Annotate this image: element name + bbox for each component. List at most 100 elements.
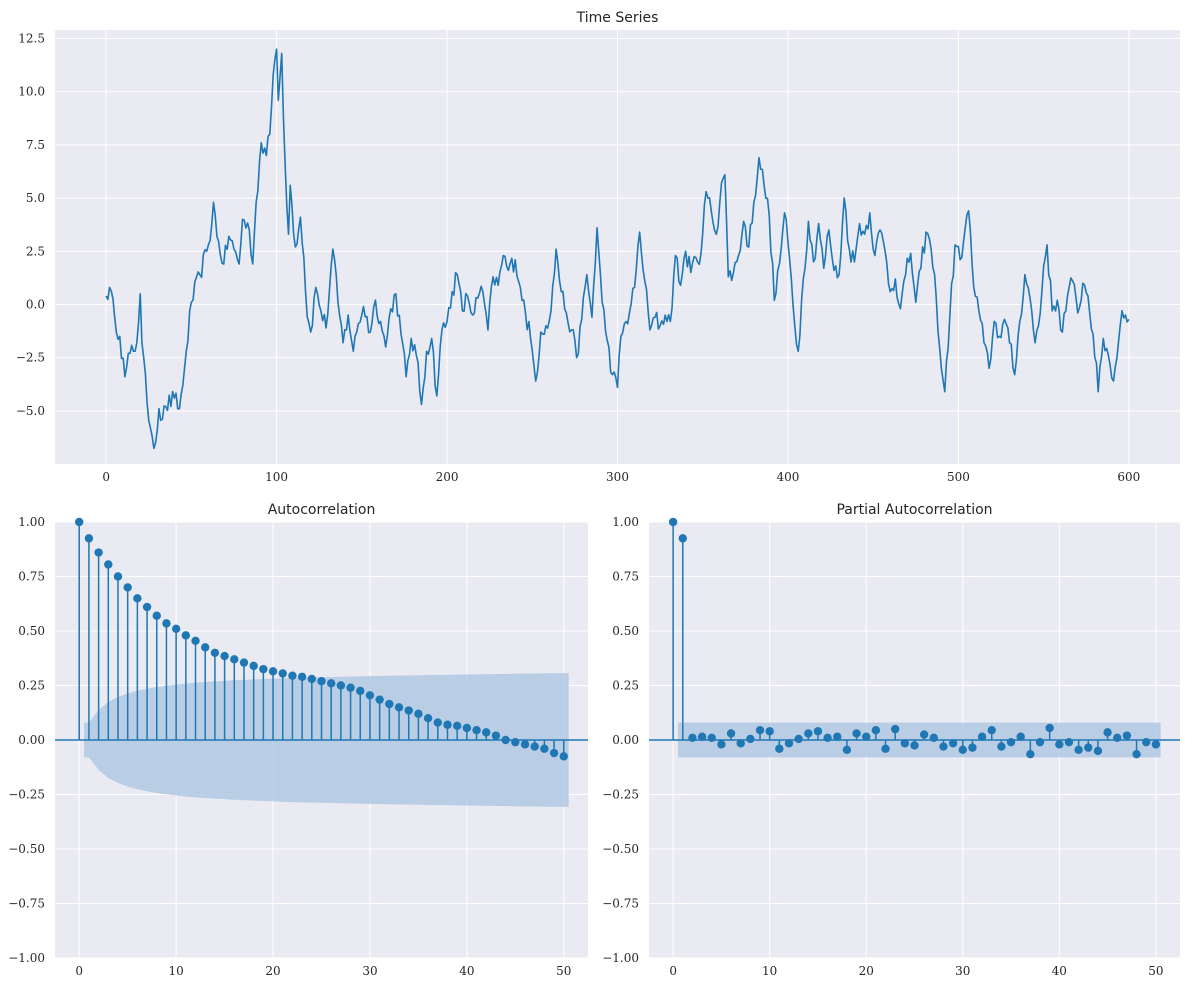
pacf-x-tick-label: 40 [1052,964,1067,978]
pacf-marker [804,729,813,738]
pacf-marker [977,732,987,741]
acf-marker [230,655,239,664]
pacf-marker [784,739,794,748]
pacf-marker [736,739,745,748]
pacf-marker [1035,737,1045,747]
pacf-y-tick-label: 1.00 [612,515,639,529]
time-series-panel: 0 100 200 300 400 500 600 −5.0 −2.5 0.0 2.5 5.0 7.5 1… [16,10,1180,484]
pacf-marks [649,517,1180,759]
acf-x-tick-label: 0 [75,964,83,978]
pacf-marker [958,745,967,755]
pacf-marker [1026,749,1035,759]
acf-marks [55,517,588,761]
acf-marker [307,674,317,684]
acf-marker [152,611,161,620]
pacf-marker [765,727,774,736]
pacf-panel: 0 10 20 30 40 50 −1.00 −0.75 −0.50 −0.25 0.00 0.25 0… [602,502,1180,978]
pacf-marker [881,744,890,753]
pacf-marker [842,745,852,755]
time-series-y-tick-label: −5.0 [16,404,45,418]
acf-marker [326,679,336,688]
acf-marker [268,667,278,676]
time-series-y-tick-label: 2.5 [26,244,45,258]
acf-x-tick-label: 50 [556,964,571,978]
pacf-tick-labels: 0 10 20 30 40 50 −1.00 −0.75 −0.50 −0.25 0.00 0.25 0… [602,515,1163,978]
acf-marker [191,636,200,646]
time-series-y-tick-label: 5.0 [26,191,45,205]
acf-marker [356,686,365,696]
acf-marker [171,624,181,634]
time-series-x-tick-label: 300 [606,470,629,484]
pacf-x-tick-label: 50 [1148,964,1163,978]
time-series-x-tick-label: 400 [777,470,800,484]
acf-marker [472,725,481,735]
acf-x-tick-label: 10 [168,964,183,978]
pacf-y-tick-label: 0.00 [612,733,639,747]
acf-marker [75,517,84,527]
time-series-tick-labels: 0 100 200 300 400 500 600 −5.0 −2.5 0.0 2.5 5.0 7.5 1… [16,32,1140,484]
pacf-marker [1093,746,1103,756]
pacf-marker [948,739,958,748]
acf-x-tick-label: 20 [265,964,280,978]
time-series-x-tick-label: 600 [1117,470,1140,484]
pacf-y-tick-label: −1.00 [602,951,639,965]
pacf-marker [968,743,977,752]
acf-marker [433,718,442,727]
acf-tick-labels: 0 10 20 30 40 50 −1.00 −0.75 −0.50 −0.25 0.00 0.25 0… [8,515,571,978]
pacf-marker [1064,737,1074,747]
time-series-x-tick-label: 200 [436,470,459,484]
acf-marker [84,534,94,543]
acf-y-tick-label: −0.50 [8,842,45,856]
acf-marker [142,602,152,612]
pacf-marker [697,732,707,741]
time-series-title: Time Series [576,10,659,26]
pacf-y-tick-label: 0.25 [612,679,639,693]
pacf-marker [997,742,1006,751]
pacf-marker [1016,732,1025,741]
acf-title: Autocorrelation [268,502,376,518]
pacf-marker [871,725,881,735]
acf-marker [239,658,249,667]
acf-marker [104,560,113,569]
time-series-gridlines [55,30,1180,464]
acf-marker [482,728,491,737]
pacf-marker [1103,728,1112,737]
acf-marker [423,714,433,723]
pacf-marker [717,740,726,749]
acf-marker [94,548,103,557]
acf-marker [162,619,171,628]
acf-y-tick-label: 0.25 [18,679,45,693]
pacf-title: Partial Autocorrelation [836,502,992,518]
acf-x-tick-label: 30 [362,964,377,978]
pacf-marker [1045,723,1054,733]
pacf-y-tick-label: −0.50 [602,842,639,856]
pacf-marker [852,729,861,738]
pacf-marker [833,732,842,741]
time-series-y-tick-label: −2.5 [16,351,45,365]
acf-y-tick-label: 0.75 [18,570,45,584]
acf-marker [123,583,132,592]
acf-y-tick-label: 0.50 [18,624,45,638]
pacf-marker [910,741,919,750]
acf-marker [414,709,423,719]
acf-marker [259,664,268,674]
acf-marker [133,594,142,603]
acf-y-tick-label: −0.25 [8,788,45,802]
acf-marker [540,744,549,753]
acf-marker [549,748,559,758]
acf-marker [297,672,307,681]
pacf-marker [1006,737,1016,747]
pacf-marker [890,724,900,734]
acf-marker [394,703,404,712]
acf-marker [385,699,394,709]
acf-marker [220,651,229,661]
acf-marker [375,695,384,704]
pacf-marker [1074,745,1083,755]
pacf-marker [900,739,910,748]
acf-panel: 0 10 20 30 40 50 −1.00 −0.75 −0.50 −0.25 0.00 0.25 0… [8,502,588,978]
acf-marker [559,752,568,761]
acf-marker [491,731,501,740]
pacf-x-tick-label: 20 [859,964,874,978]
pacf-marker [919,730,929,739]
acf-marker [452,721,462,731]
